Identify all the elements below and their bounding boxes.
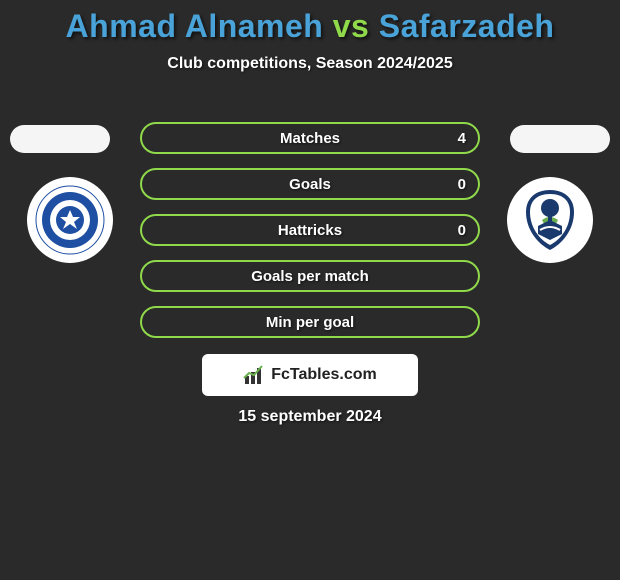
- club-badge-left: [27, 177, 113, 263]
- stat-row-matches: Matches 4: [140, 122, 480, 154]
- malavan-icon: [514, 184, 586, 256]
- bar-chart-icon: [243, 364, 265, 386]
- stat-right-value: 4: [458, 130, 466, 147]
- stat-right-value: 0: [458, 176, 466, 193]
- stat-label: Goals: [289, 176, 331, 193]
- stat-label: Matches: [280, 130, 340, 147]
- stat-row-goals: Goals 0: [140, 168, 480, 200]
- country-pill-left: [10, 125, 110, 153]
- stat-row-hattricks: Hattricks 0: [140, 214, 480, 246]
- stat-row-min-per-goal: Min per goal: [140, 306, 480, 338]
- stat-row-goals-per-match: Goals per match: [140, 260, 480, 292]
- club-badge-right: [507, 177, 593, 263]
- stat-label: Goals per match: [251, 268, 369, 285]
- country-pill-right: [510, 125, 610, 153]
- comparison-title: Ahmad Alnameh vs Safarzadeh: [0, 0, 620, 45]
- esteghlal-icon: [34, 184, 106, 256]
- player1-name: Ahmad Alnameh: [66, 8, 324, 44]
- stat-label: Min per goal: [266, 314, 354, 331]
- stat-label: Hattricks: [278, 222, 342, 239]
- brand-box[interactable]: FcTables.com: [202, 354, 418, 396]
- player2-name: Safarzadeh: [379, 8, 555, 44]
- date-text: 15 september 2024: [238, 408, 381, 426]
- vs-text: vs: [333, 8, 370, 44]
- brand-text: FcTables.com: [271, 366, 377, 384]
- subtitle: Club competitions, Season 2024/2025: [0, 55, 620, 73]
- stats-container: Matches 4 Goals 0 Hattricks 0 Goals per …: [140, 122, 480, 352]
- stat-right-value: 0: [458, 222, 466, 239]
